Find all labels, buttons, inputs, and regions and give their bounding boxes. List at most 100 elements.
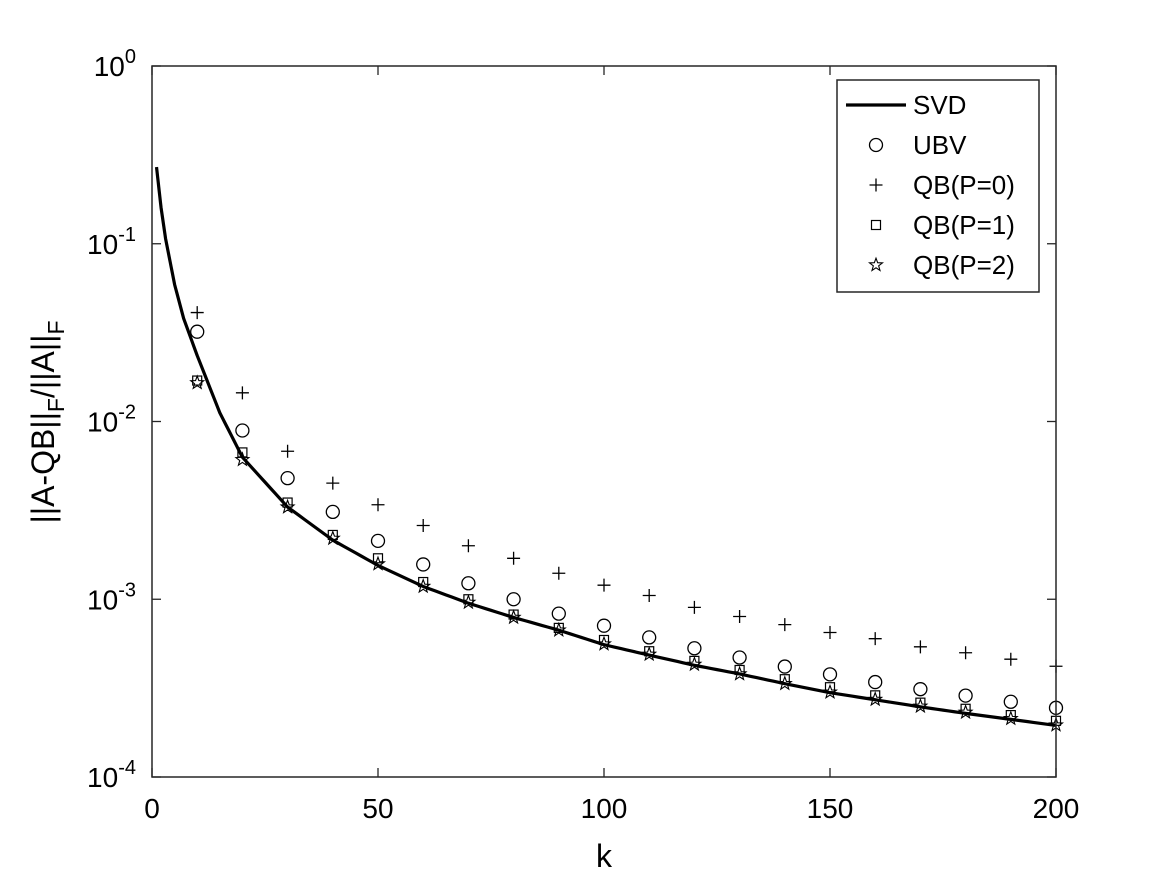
point-qb-p-0-140 [778,618,792,632]
point-qb-p-2-90 [550,621,567,637]
y-axis-label-part-a: ||A-QB|| [25,412,61,523]
series-layer [154,166,1065,732]
point-ubv-180 [958,688,973,703]
point-qb-p-2-50 [369,555,387,571]
point-ubv-190 [1003,694,1018,709]
point-ubv-170 [913,682,928,697]
point-qb-p-0-130 [733,609,747,623]
point-ubv-40 [325,504,340,520]
point-ubv-10 [190,324,205,339]
point-qb-p-1-60 [418,576,429,588]
point-qb-p-0-120 [687,600,701,614]
point-qb-p-0-40 [326,476,340,490]
point-qb-p-2-10 [189,374,206,390]
y-tick-label: 100 [94,46,136,82]
legend-label-qb-p-0: QB(P=0) [913,170,1015,200]
point-ubv-100 [596,618,612,633]
point-qb-p-1-150 [824,682,836,693]
y-tick-label-exponent: -4 [118,757,136,779]
point-ubv-50 [370,533,386,549]
legend-label-ubv: UBV [913,130,967,160]
point-qb-p-2-170 [912,697,929,714]
point-ubv-90 [551,606,566,621]
point-ubv-60 [416,557,431,572]
y-tick-label: 10-2 [87,402,136,438]
legend-label-svd: SVD [913,90,966,120]
point-qb-p-2-120 [686,655,703,672]
point-qb-p-2-150 [821,683,839,699]
point-ubv-120 [687,641,702,656]
point-qb-p-0-10 [190,306,204,320]
y-tick-label-base: 10 [87,584,118,615]
y-tick-label-base: 10 [87,407,118,438]
y-tick-label-base: 10 [94,51,125,82]
x-tick-label: 150 [807,793,854,824]
series-ubv [190,324,1064,715]
point-ubv-140 [777,659,792,674]
x-tick-label: 200 [1033,793,1080,824]
point-qb-p-0-50 [371,498,385,512]
series-svd [154,166,1057,728]
x-tick-label: 50 [362,793,393,824]
plot-frame [151,65,1057,778]
point-qb-p-0-70 [461,539,475,553]
point-qb-p-2-70 [460,593,477,610]
x-tick-label: 100 [581,793,628,824]
x-tick-label: 0 [144,793,160,824]
point-qb-p-0-100 [597,578,611,592]
legend-swatch-qb-p-0 [869,178,883,192]
point-qb-p-0-110 [642,588,656,602]
point-qb-p-2-40 [324,529,341,546]
series-qb-p-2 [189,374,1065,732]
point-qb-p-1-140 [779,674,790,685]
point-qb-p-1-30 [282,497,293,508]
point-qb-p-0-190 [1004,652,1018,666]
point-ubv-80 [506,592,521,607]
point-qb-p-2-80 [505,609,522,625]
point-qb-p-2-100 [595,635,613,651]
legend-swatch-qb-p-1 [870,219,882,231]
legend-label-qb-p-1: QB(P=1) [913,210,1015,240]
y-tick-label: 10-4 [87,757,136,793]
point-ubv-110 [642,630,657,645]
point-qb-p-1-130 [734,664,745,676]
y-axis-label: ||A-QB||F/||A||F [25,320,69,523]
y-tick-label: 10-1 [87,224,136,260]
point-qb-p-0-170 [913,640,927,654]
point-qb-p-2-140 [776,675,793,691]
point-ubv-150 [822,667,838,682]
point-qb-p-2-30 [279,498,296,514]
y-axis-label-sub-1: F [43,398,69,412]
y-tick-label-exponent: -2 [118,402,136,424]
point-qb-p-0-30 [281,444,295,458]
legend-swatch-ubv [868,137,884,153]
point-qb-p-2-20 [234,451,251,467]
legend-label-qb-p-2: QB(P=2) [913,250,1015,280]
legend-swatch-qb-p-2 [867,256,885,272]
point-qb-p-1-100 [598,634,610,646]
point-qb-p-2-160 [867,691,884,707]
point-ubv-130 [732,650,747,665]
point-ubv-160 [868,674,883,690]
y-tick-label-exponent: -1 [118,224,136,246]
point-qb-p-0-150 [823,626,837,640]
point-ubv-20 [235,423,250,438]
y-axis-label-sub-2: F [43,320,69,334]
point-qb-p-1-20 [237,447,248,458]
y-tick-label-base: 10 [87,229,118,260]
point-ubv-70 [461,576,476,591]
point-qb-p-0-80 [507,551,521,565]
point-qb-p-2-110 [641,645,658,662]
point-qb-p-1-160 [870,690,881,701]
point-ubv-30 [280,471,295,486]
y-tick-label: 10-3 [87,579,136,615]
point-qb-p-2-180 [957,703,974,720]
point-qb-p-0-90 [552,566,566,580]
series-line-svd [154,166,1057,728]
series-qb-p-1 [192,375,1062,726]
point-qb-p-2-190 [1002,710,1019,726]
legend-box [836,79,1040,293]
point-qb-p-0-160 [868,632,882,646]
y-tick-label-base: 10 [87,762,118,793]
